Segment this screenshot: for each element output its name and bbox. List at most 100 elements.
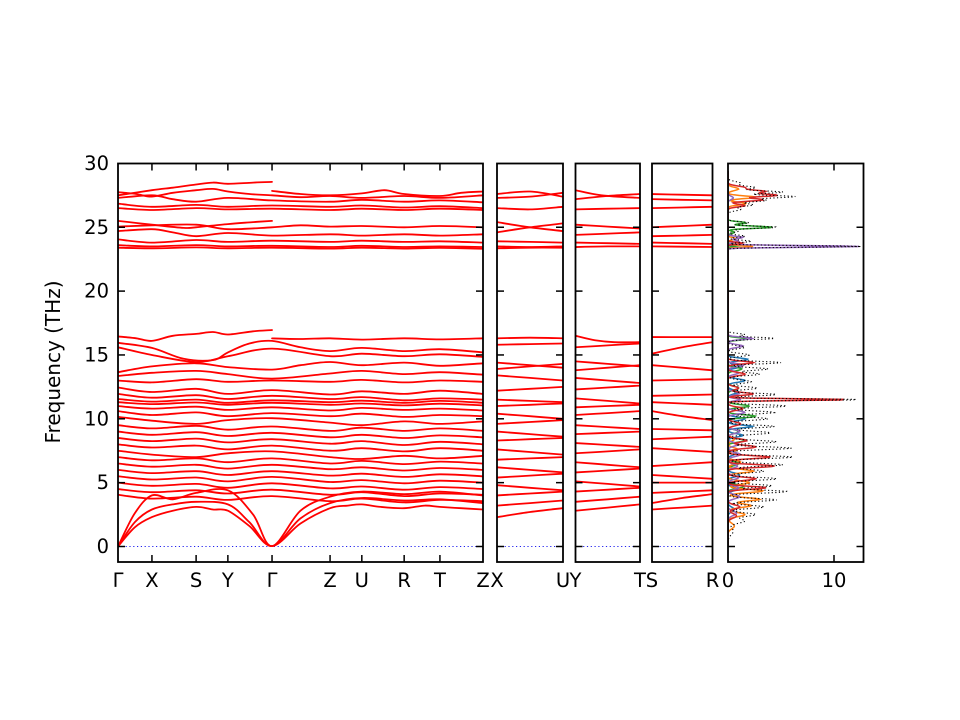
band-line	[497, 472, 563, 479]
band-line	[118, 329, 273, 342]
band-line	[575, 189, 640, 199]
band-line	[118, 443, 483, 453]
band-line	[497, 363, 563, 370]
band-line	[118, 468, 483, 478]
band-line	[652, 493, 713, 504]
band-line	[118, 187, 483, 199]
y-axis-title: Frequency (THz)	[41, 280, 65, 443]
band-line	[652, 245, 713, 248]
kpoint-label: X	[490, 569, 503, 592]
band-line	[497, 374, 563, 382]
band-line	[652, 504, 713, 511]
band-line	[118, 405, 483, 412]
main-panel-frame	[117, 162, 484, 563]
y-tick-label: 10	[84, 407, 109, 430]
segment-panel-frame	[574, 162, 641, 563]
band-line	[652, 435, 713, 441]
band-line	[575, 424, 640, 430]
band-line	[575, 503, 640, 512]
band-line	[497, 336, 563, 340]
kpoint-label: Y	[569, 569, 582, 592]
band-line	[118, 475, 483, 485]
band-line	[118, 430, 483, 439]
band-line	[575, 410, 640, 416]
band-line	[118, 415, 483, 427]
band-line	[575, 461, 640, 469]
kpoint-label: S	[190, 569, 202, 592]
band-line	[652, 193, 713, 197]
dos-tick-label: 0	[722, 569, 734, 592]
band-line	[118, 481, 483, 491]
band-line	[118, 488, 483, 548]
band-line	[497, 490, 563, 497]
band-line	[118, 493, 483, 504]
band-line	[118, 462, 483, 472]
band-line	[497, 221, 563, 232]
band-line	[118, 386, 483, 396]
band-line	[118, 238, 483, 244]
kpoint-label: Γ	[113, 569, 124, 592]
kpoint-label: U	[556, 569, 570, 592]
band-line	[575, 377, 640, 384]
band-line	[118, 503, 483, 548]
band-line	[118, 449, 483, 460]
band-line	[271, 189, 483, 197]
band-line	[497, 205, 563, 211]
band-line	[575, 403, 640, 409]
band-line	[652, 341, 713, 355]
band-line	[118, 410, 483, 418]
dos-tick-label: 10	[822, 569, 847, 592]
band-line	[652, 364, 713, 372]
band-line	[652, 410, 713, 421]
dos-panel-frame	[727, 162, 865, 563]
band-line	[497, 398, 563, 404]
band-line	[118, 398, 483, 404]
band-line	[118, 223, 483, 231]
band-line	[118, 497, 483, 548]
band-line	[652, 393, 713, 397]
band-line	[118, 194, 483, 204]
band-line	[575, 448, 640, 455]
y-tick-label: 20	[84, 280, 109, 303]
band-line	[575, 360, 640, 368]
band-line	[497, 437, 563, 442]
band-line	[652, 489, 713, 494]
band-line	[497, 342, 563, 346]
band-line	[497, 191, 563, 199]
band-line	[118, 202, 483, 209]
y-tick-label: 0	[97, 535, 109, 558]
y-tick-label: 30	[84, 152, 109, 175]
band-line	[575, 231, 640, 236]
band-line	[575, 442, 640, 448]
band-line	[652, 198, 713, 202]
kpoint-label: R	[397, 569, 411, 592]
kpoint-label: X	[145, 569, 158, 592]
band-line	[652, 205, 713, 209]
band-line	[575, 241, 640, 245]
kpoint-label: S	[646, 569, 658, 592]
band-line	[497, 240, 563, 244]
band-line	[575, 342, 640, 349]
band-line	[652, 461, 713, 467]
kpoint-label: T	[633, 569, 646, 592]
y-tick-label: 25	[84, 216, 109, 239]
pdos-green-curve	[728, 171, 774, 547]
band-line	[575, 486, 640, 493]
band-line	[497, 245, 563, 248]
band-line	[118, 424, 483, 432]
kpoint-label: Y	[221, 569, 234, 592]
band-line	[652, 223, 713, 229]
kpoint-label: Γ	[267, 569, 278, 592]
band-line	[652, 428, 713, 432]
band-line	[118, 369, 483, 380]
band-line	[575, 334, 640, 344]
band-line	[271, 337, 483, 341]
band-line	[497, 190, 563, 198]
kpoint-label: R	[706, 569, 720, 592]
kpoint-label: Z	[476, 569, 489, 592]
band-line	[497, 507, 563, 519]
band-line	[497, 412, 563, 420]
band-line	[118, 392, 483, 402]
